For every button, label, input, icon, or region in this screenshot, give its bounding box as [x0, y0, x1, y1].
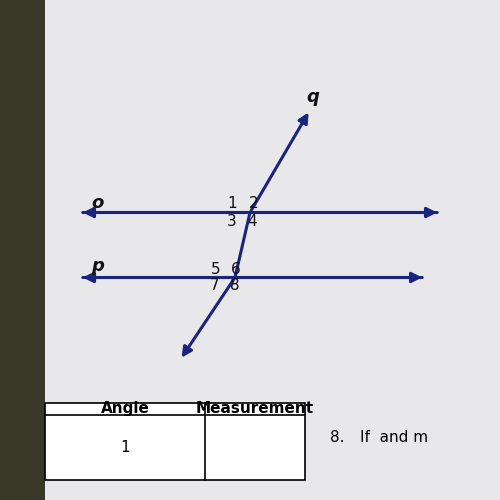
Text: 1: 1: [228, 196, 237, 212]
Bar: [45, 402, 305, 480]
Text: Measurement: Measurement: [196, 401, 314, 416]
Text: 8: 8: [230, 278, 240, 293]
Text: 1: 1: [120, 440, 130, 455]
Text: 2: 2: [249, 196, 259, 212]
Text: 6: 6: [231, 262, 241, 276]
Text: Angle: Angle: [100, 401, 150, 416]
Text: 8.: 8.: [330, 430, 344, 445]
Text: p: p: [91, 257, 104, 275]
Text: q: q: [306, 88, 319, 106]
Text: o: o: [92, 194, 104, 212]
Bar: [0, 0, 45, 500]
Text: 5: 5: [211, 262, 221, 276]
Text: 3: 3: [226, 214, 236, 228]
Text: If  and m: If and m: [360, 430, 428, 445]
Text: 4: 4: [248, 214, 258, 228]
Text: 7: 7: [210, 278, 220, 293]
